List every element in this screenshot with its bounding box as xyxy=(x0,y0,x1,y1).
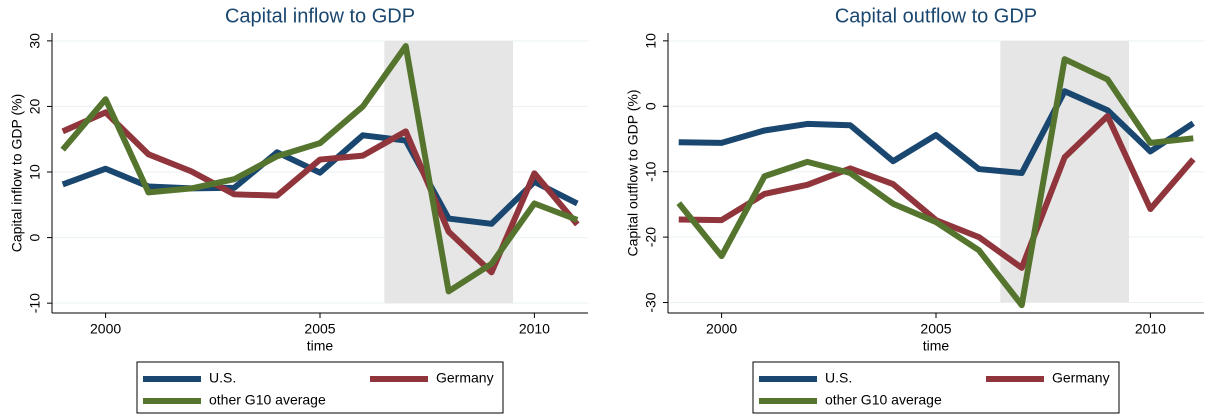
legend-box xyxy=(752,361,1120,414)
x-tick-label: 2005 xyxy=(304,321,335,337)
x-tick-label: 2000 xyxy=(706,321,737,337)
y-axis-label: Capital outflow to GDP (%) xyxy=(625,89,641,256)
series-line xyxy=(60,43,579,295)
y-axis-label: Capital inflow to GDP (%) xyxy=(9,94,25,252)
x-axis-label: time xyxy=(923,338,950,354)
x-tick-label: 2010 xyxy=(519,321,550,337)
y-tick-label: 0 xyxy=(643,102,659,110)
x-tick-label: 2005 xyxy=(920,321,951,337)
series-line xyxy=(678,88,1195,176)
series-line xyxy=(61,109,580,276)
y-tick-label: 10 xyxy=(27,164,43,180)
legend-label: U.S. xyxy=(825,370,852,386)
x-axis-label: time xyxy=(307,338,334,354)
y-tick-label: -20 xyxy=(643,227,659,247)
x-tick-label: 2010 xyxy=(1135,321,1166,337)
chart-title: Capital outflow to GDP xyxy=(835,5,1037,27)
legend-label: other G10 average xyxy=(825,392,942,408)
legend-box xyxy=(136,361,504,414)
y-tick-label: 20 xyxy=(27,98,43,114)
y-tick-label: -30 xyxy=(643,292,659,312)
y-tick-label: 10 xyxy=(643,33,659,49)
y-tick-label: 30 xyxy=(27,33,43,49)
chart-title: Capital inflow to GDP xyxy=(225,5,415,27)
legend-label: other G10 average xyxy=(209,392,326,408)
y-tick-label: -10 xyxy=(27,293,43,313)
legend-label: Germany xyxy=(436,370,494,386)
x-tick-label: 2000 xyxy=(90,321,121,337)
y-tick-label: -10 xyxy=(643,161,659,181)
y-tick-label: 0 xyxy=(27,233,43,241)
legend-label: U.S. xyxy=(209,370,236,386)
series-line xyxy=(676,56,1194,309)
legend-label: Germany xyxy=(1052,370,1110,386)
